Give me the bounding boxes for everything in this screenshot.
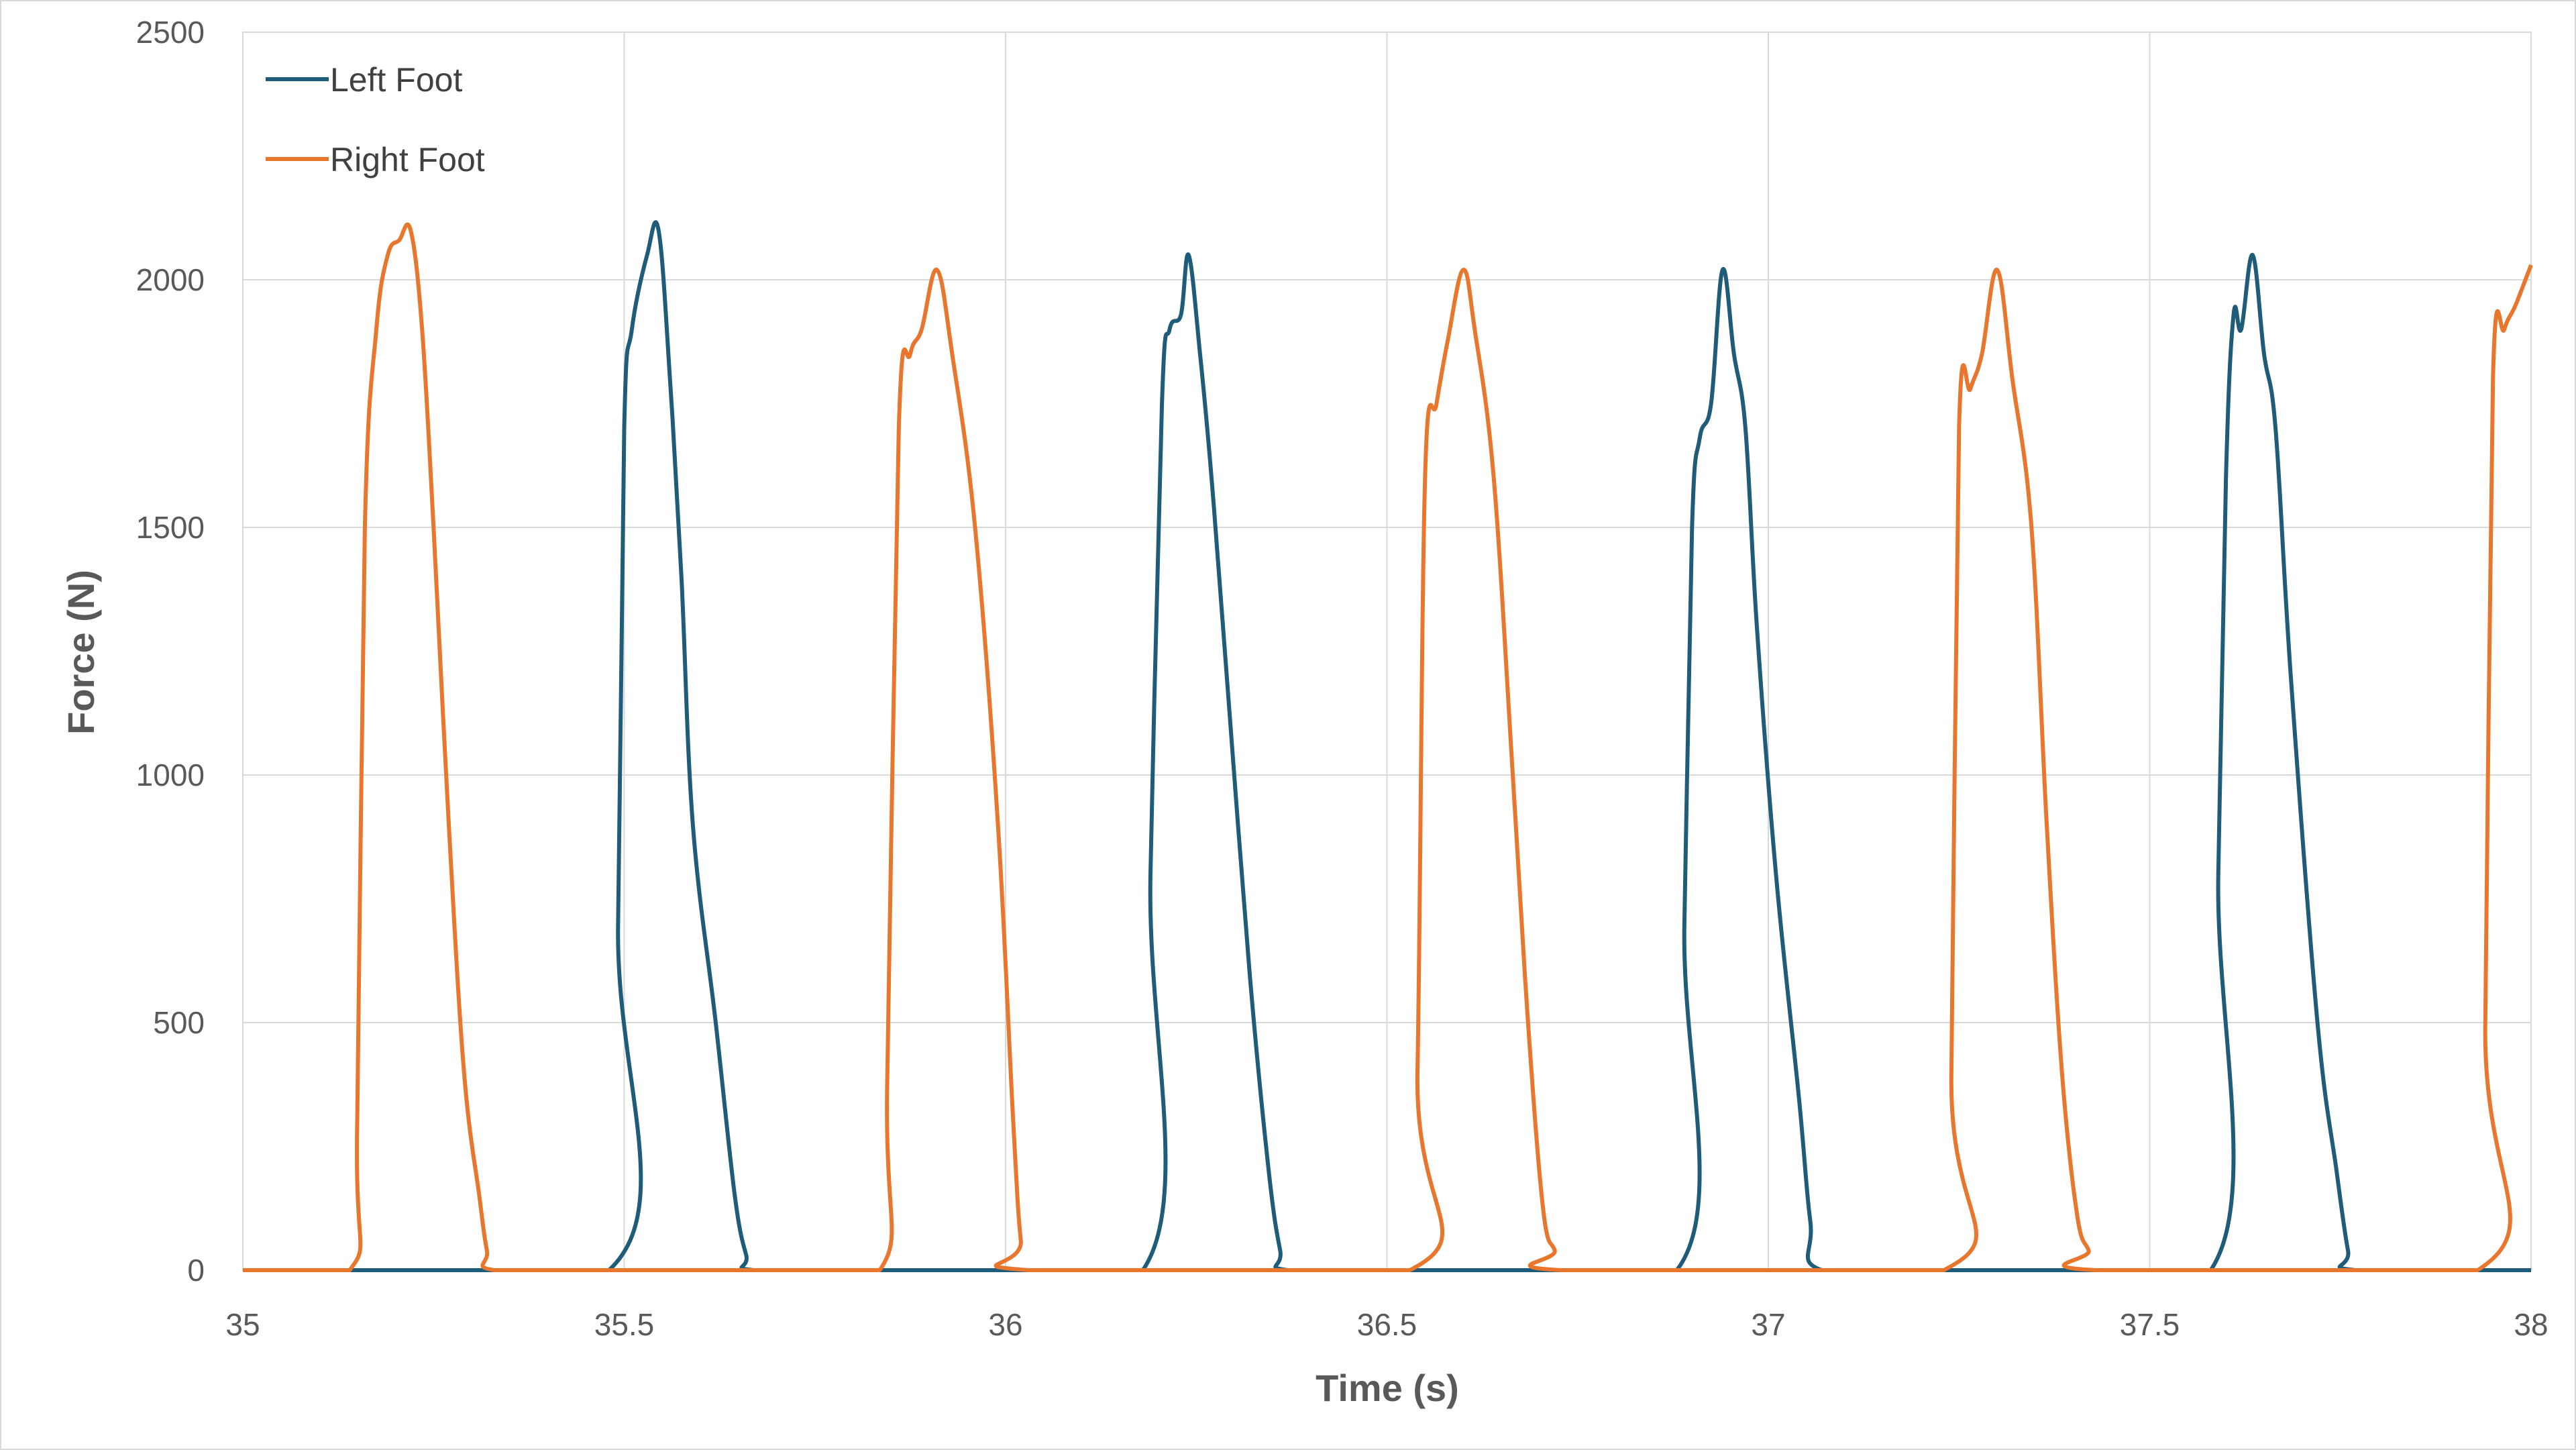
y-tick-label: 0	[187, 1253, 205, 1288]
legend-item-right-foot[interactable]: Right Foot	[266, 141, 485, 178]
legend: Left Foot Right Foot	[266, 61, 485, 178]
y-tick-label: 500	[153, 1005, 205, 1040]
x-tick-label: 36	[988, 1307, 1022, 1342]
series-layer	[243, 220, 2533, 1273]
legend-item-left-foot[interactable]: Left Foot	[266, 61, 462, 99]
y-tick-label: 1500	[136, 510, 205, 545]
gridlines	[242, 32, 2532, 1271]
x-tick-label: 38	[2514, 1307, 2548, 1342]
x-tick-label: 36.5	[1357, 1307, 1417, 1342]
y-tick-label: 1000	[136, 758, 205, 792]
y-axis-title: Force (N)	[60, 570, 102, 735]
legend-label-right-foot: Right Foot	[330, 141, 485, 178]
y-tick-labels: 0 500 1000 1500 2000 2500	[136, 15, 205, 1288]
y-tick-label: 2500	[136, 15, 205, 50]
x-tick-label: 37.5	[2120, 1307, 2180, 1342]
x-tick-label: 35.5	[594, 1307, 655, 1342]
x-tick-labels: 35 35.5 36 36.5 37 37.5 38	[225, 1307, 2548, 1342]
legend-label-left-foot: Left Foot	[330, 61, 462, 99]
x-axis-title: Time (s)	[1316, 1367, 1459, 1409]
y-tick-label: 2000	[136, 262, 205, 297]
x-tick-label: 35	[225, 1307, 260, 1342]
x-tick-label: 37	[1751, 1307, 1785, 1342]
series-line-right-foot	[243, 222, 2533, 1273]
